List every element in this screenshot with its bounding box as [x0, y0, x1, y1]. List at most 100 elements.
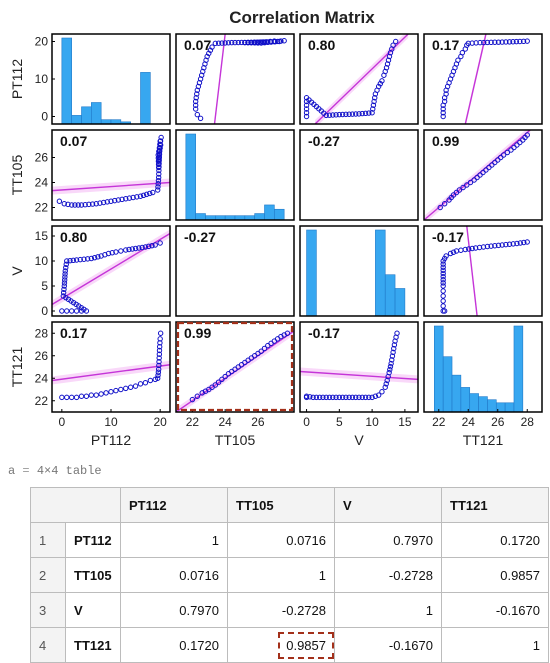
y-axis-label: TT105 — [9, 155, 25, 196]
column-header[interactable]: TT121 — [441, 487, 549, 523]
data-point — [235, 39, 241, 46]
data-point — [391, 342, 398, 348]
data-point — [260, 39, 266, 45]
table-cell[interactable]: 0.1720 — [441, 522, 549, 558]
data-point — [506, 39, 513, 45]
highlight-box — [176, 321, 294, 412]
data-point — [257, 39, 263, 45]
data-point — [510, 241, 516, 247]
data-point — [245, 39, 251, 46]
data-point — [209, 44, 215, 50]
data-point — [459, 50, 466, 56]
column-header[interactable]: V — [334, 487, 442, 523]
data-point — [156, 359, 162, 365]
histogram-bar — [306, 229, 317, 316]
matrix-cell-v-tt105: -0.27 — [175, 225, 295, 317]
data-point — [333, 112, 339, 118]
table-cell[interactable]: 0.9857 — [441, 557, 549, 593]
x-tick-label: 26 — [251, 415, 265, 429]
data-point — [458, 247, 464, 253]
table-cell[interactable]: 1 — [120, 522, 228, 558]
table-cell[interactable]: -0.1670 — [441, 592, 549, 628]
data-point — [147, 377, 154, 384]
data-point — [488, 39, 494, 46]
correlation-coefficient-label: -0.17 — [308, 325, 340, 341]
correlation-coefficient-label: 0.07 — [184, 37, 211, 53]
table-cell[interactable]: 0.1720 — [120, 627, 228, 663]
data-point — [339, 394, 346, 401]
data-point — [503, 39, 509, 45]
cell-frame — [423, 33, 543, 125]
column-header[interactable]: TT105 — [227, 487, 335, 523]
data-point — [59, 308, 65, 314]
table-cell[interactable]: 0.0716 — [227, 522, 335, 558]
table-cell-highlighted[interactable]: 0.9857 — [227, 627, 335, 663]
data-point — [499, 39, 505, 45]
data-point — [383, 381, 389, 387]
matrix-cell-tt105-tt121: 0.99 — [423, 129, 543, 221]
y-axis-label: TT121 — [9, 347, 25, 388]
highlighted-value: 0.9857 — [278, 631, 334, 659]
data-point — [370, 102, 377, 108]
data-point — [137, 193, 144, 199]
data-point — [194, 111, 201, 118]
data-point — [229, 39, 235, 46]
correlation-coefficient-label: 0.17 — [60, 325, 87, 341]
table-cell[interactable]: -0.2728 — [227, 592, 335, 628]
data-point — [108, 389, 114, 395]
y-tick-label: 26 — [35, 151, 49, 165]
data-point — [440, 303, 446, 309]
table-cell[interactable]: 0.7970 — [120, 592, 228, 628]
data-point — [466, 246, 472, 252]
correlation-coefficient-label: -0.17 — [432, 229, 464, 245]
cell-plot-area — [52, 229, 170, 314]
data-point — [521, 239, 527, 246]
data-point — [157, 145, 163, 151]
data-point — [126, 195, 133, 201]
y-tick-label: 26 — [35, 349, 49, 363]
x-tick-label: 10 — [104, 415, 118, 429]
data-point — [333, 394, 339, 401]
data-point — [372, 95, 378, 101]
table-cell[interactable]: 1 — [334, 592, 442, 628]
data-point — [503, 241, 509, 248]
table-cell[interactable]: 1 — [227, 557, 335, 593]
data-point — [313, 394, 320, 401]
data-point — [73, 394, 80, 401]
data-point — [520, 38, 527, 45]
data-point — [440, 110, 446, 116]
data-point — [440, 106, 446, 112]
data-point — [192, 106, 199, 112]
data-point — [219, 40, 225, 46]
data-point — [440, 293, 446, 299]
data-point — [143, 191, 150, 198]
data-point — [140, 192, 147, 199]
matrix-cell-v-v — [299, 225, 419, 317]
data-point — [390, 349, 396, 356]
data-point — [251, 39, 257, 46]
matrix-cell-tt105-pt112: 0.07 — [51, 129, 171, 221]
data-point — [303, 113, 310, 120]
data-point — [70, 257, 77, 264]
cell-plot-area — [52, 330, 170, 401]
table-cell[interactable]: 0.7970 — [334, 522, 442, 558]
table-cell[interactable]: 1 — [441, 627, 549, 663]
matrix-cell-tt121-v: -0.17 — [299, 321, 419, 413]
correlation-coefficient-label: 0.80 — [60, 229, 87, 245]
y-tick-label: 24 — [35, 176, 49, 190]
data-point — [156, 155, 162, 161]
data-point — [156, 351, 163, 357]
column-header[interactable]: PT112 — [120, 487, 228, 523]
table-cell[interactable]: 0.0716 — [120, 557, 228, 593]
data-point — [156, 161, 162, 167]
data-point — [389, 357, 395, 363]
matrix-cell-tt121-tt105: 0.99 — [175, 321, 295, 413]
table-cell[interactable]: -0.1670 — [334, 627, 442, 663]
histogram-bar — [460, 387, 471, 412]
data-point — [310, 394, 316, 401]
data-point — [63, 264, 69, 271]
data-point — [362, 394, 369, 401]
data-point — [59, 394, 65, 401]
table-cell[interactable]: -0.2728 — [334, 557, 442, 593]
data-point — [212, 382, 219, 388]
